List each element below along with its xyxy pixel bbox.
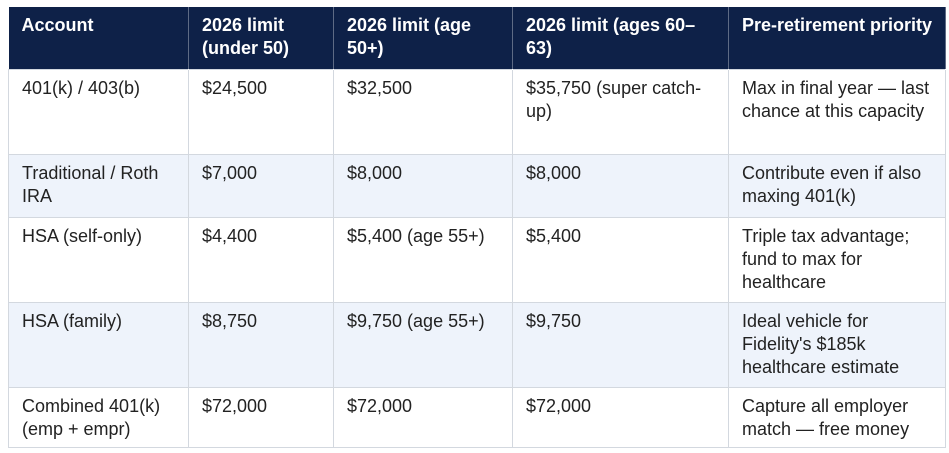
- table-cell: $32,500: [333, 68, 513, 155]
- table-cell: $8,000: [512, 153, 729, 218]
- row-label: HSA (self-only): [8, 216, 189, 303]
- table-cell: $5,400 (age 55+): [333, 216, 513, 303]
- table-cell: $4,400: [188, 216, 334, 303]
- table-cell: $72,000: [333, 386, 513, 448]
- row-label: HSA (family): [8, 301, 189, 388]
- table-header: Account 2026 limit (under 50) 2026 limit (…: [8, 7, 946, 69]
- row-label: Traditional / Roth IRA: [8, 153, 189, 218]
- column-header: 2026 limit (age 50+): [333, 7, 513, 69]
- table-cell: Triple tax advantage; fund to max for he…: [728, 216, 946, 303]
- table-cell: $7,000: [188, 153, 334, 218]
- table-row: Combined 401(k) (emp + empr) $72,000 $72,0…: [8, 386, 946, 448]
- table-cell: Ideal vehicle for Fidelity's $185k healt…: [728, 301, 946, 388]
- table-cell: $24,500: [188, 68, 334, 155]
- table-cell: $72,000: [188, 386, 334, 448]
- contribution-limits-table: Account 2026 limit (under 50) 2026 limit (…: [8, 7, 946, 448]
- table-cell: Max in final year — last chance at this …: [728, 68, 946, 155]
- column-header: 2026 limit (under 50): [188, 7, 334, 69]
- table-cell: Contribute even if also maxing 401(k): [728, 153, 946, 218]
- row-label: 401(k) / 403(b): [8, 68, 189, 155]
- table-cell: $9,750 (age 55+): [333, 301, 513, 388]
- column-header: Account: [8, 7, 189, 69]
- table-cell: Capture all employer match — free money: [728, 386, 946, 448]
- table-cell: $35,750 (super catch-up): [512, 68, 729, 155]
- table-body: 401(k) / 403(b) $24,500 $32,500 $35,750 (su…: [8, 68, 946, 448]
- table-row: HSA (self-only) $4,400 $5,400 (age 55+) $5,…: [8, 216, 946, 303]
- table-cell: $9,750: [512, 301, 729, 388]
- row-label: Combined 401(k) (emp + empr): [8, 386, 189, 448]
- table-row: Traditional / Roth IRA $7,000 $8,000 $8,000…: [8, 153, 946, 218]
- table-cell: $72,000: [512, 386, 729, 448]
- table-cell: $8,750: [188, 301, 334, 388]
- table-row: 401(k) / 403(b) $24,500 $32,500 $35,750 (su…: [8, 68, 946, 155]
- header-row: Account 2026 limit (under 50) 2026 limit (…: [8, 7, 946, 69]
- table-row: HSA (family) $8,750 $9,750 (age 55+) $9,750…: [8, 301, 946, 388]
- table-cell: $8,000: [333, 153, 513, 218]
- column-header: Pre-retirement priority: [728, 7, 946, 69]
- column-header: 2026 limit (ages 60–63): [512, 7, 729, 69]
- table-cell: $5,400: [512, 216, 729, 303]
